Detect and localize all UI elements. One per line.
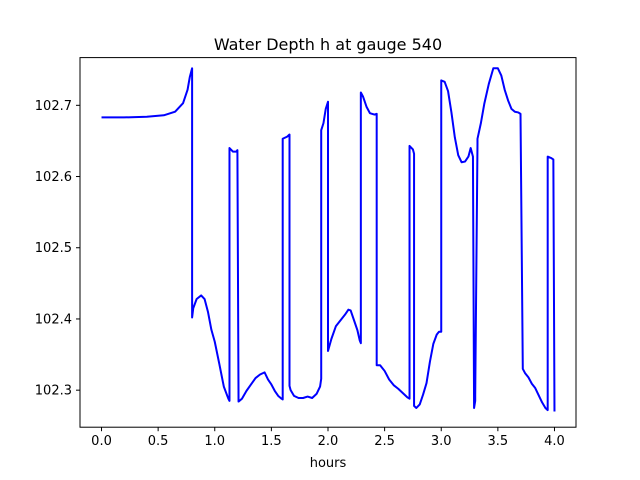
x-tick-label: 1.0 [204,434,225,449]
chart-title: Water Depth h at gauge 540 [214,35,442,54]
y-tick-label: 102.5 [35,241,72,256]
x-tick-label: 3.5 [488,434,509,449]
plot-area [101,67,556,412]
y-tick-label: 102.4 [35,312,72,327]
axes-frame [79,57,577,428]
series-line [101,67,556,412]
x-tick-label: 0.0 [91,434,112,449]
x-tick-label: 4.0 [544,434,565,449]
y-tick-label: 102.7 [35,99,72,114]
y-tick-label: 102.6 [35,170,72,185]
x-axis: 0.0 0.5 1.0 1.5 2.0 2.5 3.0 3.5 4.0 [91,427,565,449]
y-tick-label: 102.3 [35,384,72,399]
x-tick-label: 1.5 [261,434,282,449]
x-axis-label: hours [310,456,347,471]
x-tick-label: 3.0 [431,434,452,449]
x-tick-label: 2.0 [318,434,339,449]
x-tick-label: 2.5 [374,434,395,449]
x-tick-label: 0.5 [148,434,169,449]
y-axis: 102.3 102.4 102.5 102.6 102.7 [35,99,80,399]
